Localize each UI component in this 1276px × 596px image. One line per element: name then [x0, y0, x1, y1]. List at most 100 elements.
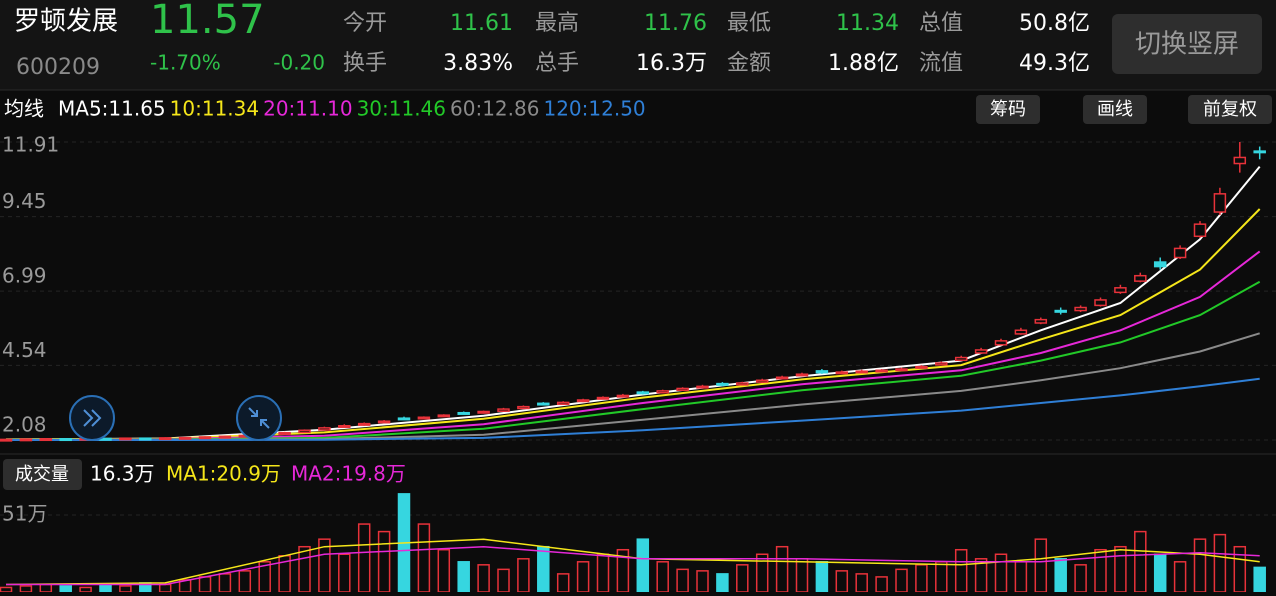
- toggle-button[interactable]: 切换竖屏: [1112, 14, 1262, 74]
- legend-entry: 10:11.34: [170, 97, 259, 121]
- volume-bar: [895, 568, 908, 593]
- volume-bar: [79, 586, 92, 593]
- stat-value: 11.61: [450, 11, 513, 36]
- candle-body: [477, 410, 490, 414]
- stat-value: 3.83%: [443, 51, 513, 76]
- volume-bar: [357, 523, 371, 593]
- stat-value: 49.3亿: [1019, 51, 1090, 76]
- candle-body: [119, 437, 132, 441]
- volume-ma-line: [5, 538, 1260, 586]
- button-bg: [1083, 95, 1147, 124]
- candle-body: [1094, 299, 1107, 307]
- volume-bar: [954, 548, 968, 593]
- volume-bar: [915, 564, 928, 593]
- candle-body: [158, 437, 172, 441]
- draw-button[interactable]: 画线: [1083, 95, 1147, 124]
- candle-body: [19, 438, 33, 442]
- volume-bar: [835, 570, 849, 593]
- y-tick-label: 9.45: [2, 189, 47, 213]
- volume-bar: [795, 558, 809, 593]
- candle-body: [437, 414, 451, 418]
- volume-bar: [1014, 561, 1028, 593]
- candle-body: [0, 438, 13, 442]
- legend-entry: 120:12.50: [543, 97, 645, 121]
- volume-button[interactable]: 成交量: [3, 459, 82, 490]
- y-tick-label: 6.99: [2, 264, 47, 288]
- volume-bar: [158, 583, 172, 593]
- stat-label: 今开: [343, 11, 387, 36]
- candle-body: [775, 376, 789, 380]
- adjust-button[interactable]: 前复权: [1188, 95, 1272, 124]
- volume-bar: [417, 523, 431, 593]
- stat-label: 总值: [919, 11, 963, 36]
- legend-entry: 30:11.46: [357, 97, 446, 121]
- volume-bar: [99, 583, 112, 593]
- candle-body: [59, 438, 72, 442]
- candle-body: [1213, 193, 1227, 213]
- volume-bar: [1193, 538, 1207, 593]
- volume-ma-line: [6, 545, 1260, 586]
- candle-body: [417, 416, 431, 420]
- volume-bar: [656, 561, 669, 593]
- volume-bar: [377, 530, 391, 593]
- candle-body: [218, 435, 232, 439]
- y-tick-label: 4.54: [2, 338, 47, 362]
- candle-body: [1134, 274, 1147, 282]
- candle-body: [954, 356, 968, 362]
- legend-entry: 20:11.10: [263, 97, 352, 121]
- change: -0.20: [273, 51, 325, 75]
- volume-bar: [517, 558, 530, 593]
- candle-body: [397, 417, 411, 421]
- header-bg: [0, 0, 1276, 90]
- volume-bar: [636, 538, 650, 593]
- candle-body: [994, 340, 1008, 346]
- button-label: 筹码: [990, 99, 1026, 120]
- button-bg: [976, 95, 1040, 124]
- candle-body: [656, 390, 669, 394]
- icon-ring: [236, 395, 282, 441]
- legend-entry: MA1:20.9万: [166, 462, 281, 486]
- stock-name: 罗顿发展: [14, 7, 118, 37]
- button-bg: [3, 459, 82, 490]
- legend-entry: MA2:19.8万: [291, 462, 406, 486]
- candle-body: [596, 396, 610, 400]
- volume-bar: [875, 576, 888, 593]
- candle-body: [1054, 309, 1067, 313]
- candle-body: [198, 436, 212, 440]
- candle-body: [556, 401, 570, 405]
- volume-bar: [298, 545, 311, 593]
- candle-body: [357, 422, 371, 426]
- volume-bar: [238, 570, 252, 593]
- legend-entry: 60:12.86: [450, 97, 539, 121]
- volume-bar: [198, 576, 212, 593]
- chip-button[interactable]: 筹码: [976, 95, 1040, 124]
- volume-bar: [676, 568, 689, 593]
- candle-body: [1034, 318, 1048, 324]
- volume-bar: [338, 553, 351, 593]
- volume-bar: [1074, 564, 1087, 593]
- volume-bar: [576, 561, 590, 593]
- stat-value: 16.3万: [636, 51, 707, 76]
- expand-icon[interactable]: [69, 395, 115, 441]
- change-pct: -1.70%: [150, 51, 221, 75]
- volume-bar: [119, 585, 132, 593]
- volume-bar: [556, 573, 570, 593]
- volume-bar: [497, 568, 510, 593]
- volume-bar: [596, 553, 610, 593]
- candle-body: [616, 394, 630, 398]
- candle-body: [676, 387, 689, 392]
- y-tick-label: 51万: [2, 502, 47, 526]
- volume-bar: [1253, 566, 1266, 593]
- candle-body: [457, 411, 470, 415]
- candle-body: [696, 385, 709, 389]
- volume-bar: [59, 585, 72, 593]
- volume-bar: [19, 585, 33, 593]
- volume-bar: [39, 583, 53, 593]
- candle-body: [974, 349, 988, 354]
- candle-body: [1193, 223, 1207, 238]
- volume-bar: [537, 545, 550, 593]
- stat-label: 金额: [727, 51, 771, 76]
- collapse-icon[interactable]: [236, 395, 282, 441]
